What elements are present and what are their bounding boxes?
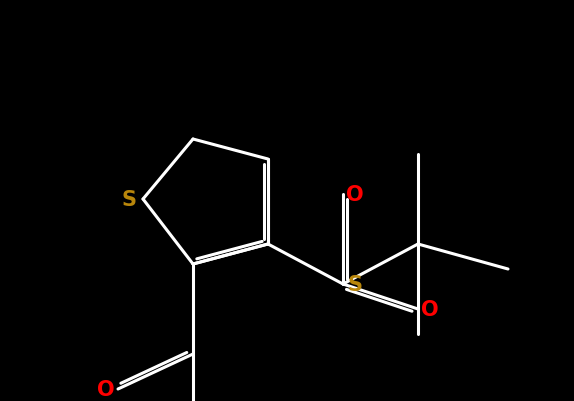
Text: S: S (122, 190, 137, 209)
Text: O: O (97, 379, 115, 399)
Text: O: O (421, 299, 439, 319)
Text: O: O (346, 184, 364, 205)
Text: S: S (347, 274, 363, 294)
